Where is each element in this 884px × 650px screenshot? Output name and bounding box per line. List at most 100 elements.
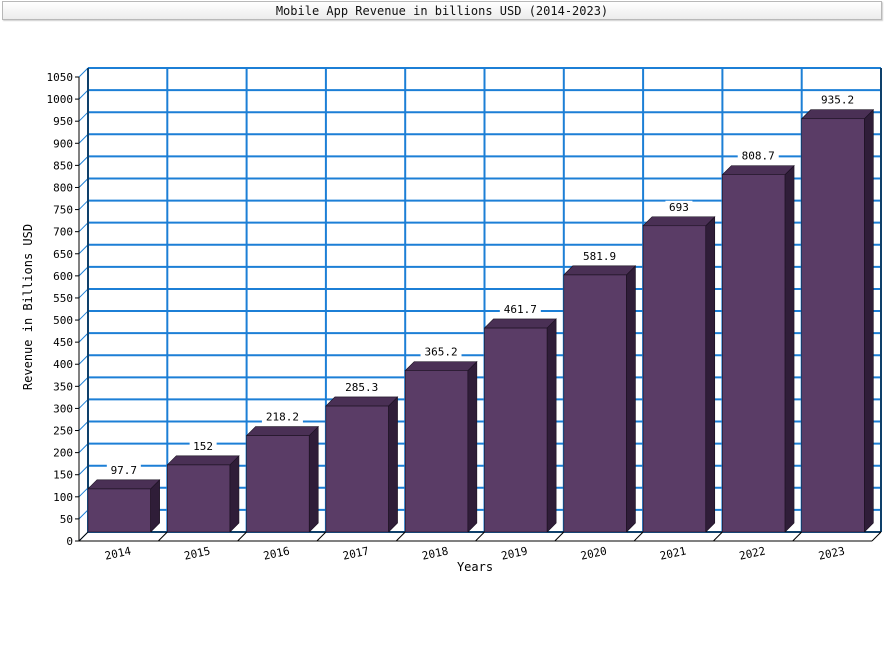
bar-side	[784, 164, 795, 533]
y-tick-label: 600	[53, 270, 73, 283]
data-label: 97.7	[111, 464, 138, 477]
bar-top	[483, 318, 557, 329]
gridline-h-depth	[78, 465, 89, 476]
y-tick-label: 800	[53, 181, 73, 194]
floor-line	[713, 531, 723, 542]
y-tick-label: 0	[66, 535, 73, 548]
y-tick-label: 300	[53, 402, 73, 415]
x-tick-label: 2021	[659, 544, 688, 562]
label-layer: 97.7 152 218.2 285.3 365.2 461.7 581.9 693 808.7…	[106, 93, 859, 477]
chart-title: Mobile App Revenue in billions USD (2014…	[2, 1, 882, 20]
y-tick-label: 500	[53, 314, 73, 327]
y-tick-label: 150	[53, 469, 73, 482]
bar	[563, 274, 627, 533]
gridline-h-depth	[78, 421, 89, 431]
bar-side	[467, 360, 478, 533]
y-tick-label: 200	[53, 447, 73, 460]
data-label: 461.7	[504, 303, 537, 316]
bar	[801, 118, 865, 533]
data-label-box	[579, 249, 621, 263]
bar	[404, 370, 469, 533]
gridline-h-depth	[78, 487, 89, 498]
bar	[722, 174, 786, 533]
data-label-box	[499, 302, 541, 316]
floor-line	[554, 531, 565, 542]
y-tick-label: 550	[53, 292, 73, 305]
floor-line	[157, 531, 168, 542]
y-tick-label: 250	[53, 425, 73, 438]
y-tick-label: 1050	[47, 71, 74, 84]
y-tick-label: 650	[53, 248, 73, 261]
data-label-box	[106, 463, 141, 477]
floor-line	[78, 531, 89, 542]
data-label: 365.2	[424, 346, 457, 359]
bar	[642, 225, 707, 533]
y-tick-label: 100	[53, 491, 73, 504]
y-tick-label: 750	[53, 204, 73, 217]
bar-top	[87, 479, 161, 490]
bar-top	[404, 361, 478, 371]
data-label: 808.7	[742, 150, 775, 163]
y-tick-label: 950	[53, 115, 73, 128]
bar-side	[705, 216, 716, 533]
x-tick-label: 2019	[500, 544, 529, 562]
x-axis-title: Years	[457, 560, 493, 574]
gridline-h-depth	[78, 89, 89, 100]
y-tick-label: 900	[53, 137, 73, 150]
x-tick-label: 2015	[183, 544, 212, 562]
gridline-h-depth	[78, 509, 89, 520]
gridline-h-depth	[78, 266, 89, 277]
gridline-h-depth	[78, 354, 89, 365]
gridline-h-depth	[78, 244, 89, 255]
data-label: 935.2	[821, 94, 854, 107]
y-tick-label: 50	[60, 513, 73, 526]
floor-line	[237, 531, 247, 542]
bar-side	[546, 318, 557, 533]
x-tick-label: 2020	[579, 544, 608, 562]
gridline-h-depth	[78, 288, 89, 299]
data-label-box	[737, 149, 779, 163]
y-tick-label: 450	[53, 336, 73, 349]
x-tick-label: 2018	[421, 544, 450, 562]
data-label: 285.3	[345, 381, 378, 394]
bar	[87, 488, 151, 533]
x-tick-label: 2014	[104, 544, 133, 562]
bar-side	[308, 425, 319, 533]
bar-layer	[87, 109, 875, 533]
gridline-h-depth	[78, 443, 89, 453]
bar-top	[325, 396, 399, 407]
bar-side	[626, 265, 636, 533]
data-label: 693	[669, 201, 689, 214]
bar	[325, 405, 389, 533]
gridline-h-depth	[78, 376, 89, 387]
bar-top	[245, 426, 319, 436]
gridline-h-depth	[78, 111, 89, 122]
bar	[246, 435, 310, 533]
gridline-h-depth	[78, 67, 89, 78]
x-tick-label: 2023	[817, 544, 846, 562]
y-tick-label: 700	[53, 226, 73, 239]
bar-top	[642, 216, 716, 227]
floor-line	[792, 531, 803, 542]
bar-side	[864, 109, 874, 533]
floor-line	[475, 531, 485, 542]
gridline-h-depth	[78, 222, 89, 233]
bar-top	[721, 165, 795, 175]
x-tick-label: 2017	[342, 544, 371, 562]
y-tick-label: 400	[53, 358, 73, 371]
bar-top	[800, 109, 875, 120]
floor-line	[395, 531, 406, 542]
gridline-h-depth	[78, 178, 89, 188]
x-tick-label: 2022	[738, 544, 767, 562]
data-label: 152	[193, 440, 213, 453]
floor-line	[871, 531, 882, 542]
y-tick-label: 350	[53, 380, 73, 393]
data-label: 581.9	[583, 250, 616, 263]
data-label-box	[189, 439, 217, 453]
data-label-box	[665, 200, 693, 214]
bar	[484, 327, 548, 533]
y-tick-label: 850	[53, 159, 73, 172]
x-tick-label: 2016	[262, 544, 291, 562]
gridline-h-depth	[78, 332, 89, 343]
